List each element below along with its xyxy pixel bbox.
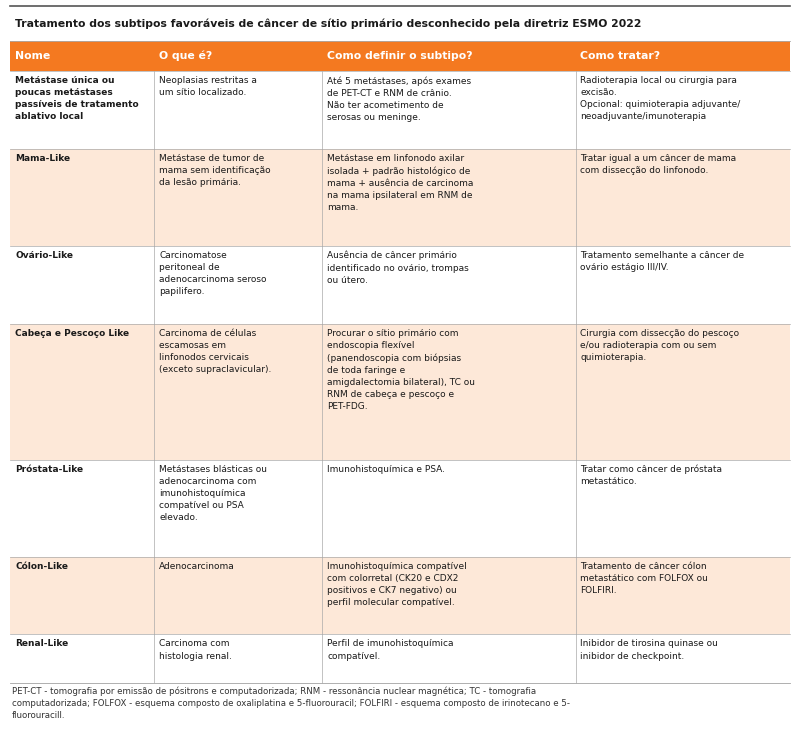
Text: Radioterapia local ou cirurgia para
excisão.
Opcional: quimioterapia adjuvante/
: Radioterapia local ou cirurgia para exci… — [581, 76, 741, 121]
Text: Como tratar?: Como tratar? — [581, 51, 661, 61]
Text: Ausência de câncer primário
identificado no ovário, trompas
ou útero.: Ausência de câncer primário identificado… — [327, 251, 469, 285]
Bar — [10, 683, 790, 735]
Bar — [10, 149, 790, 246]
Text: Cirurgia com dissecção do pescoço
e/ou radioterapia com ou sem
quimioterapia.: Cirurgia com dissecção do pescoço e/ou r… — [581, 328, 740, 362]
Text: Cabeça e Pescoço Like: Cabeça e Pescoço Like — [15, 328, 129, 337]
Text: Tratamento dos subtipos favoráveis de câncer de sítio primário desconhecido pela: Tratamento dos subtipos favoráveis de câ… — [15, 19, 642, 29]
Text: Carcinoma de células
escamosas em
linfonodos cervicais
(exceto supraclavicular).: Carcinoma de células escamosas em linfon… — [159, 328, 272, 374]
Bar — [10, 71, 790, 149]
Text: Tratamento semelhante a câncer de
ovário estágio III/IV.: Tratamento semelhante a câncer de ovário… — [581, 251, 745, 272]
Bar — [10, 635, 790, 683]
Text: Cólon-Like: Cólon-Like — [15, 562, 68, 571]
Text: Procurar o sítio primário com
endoscopia flexível
(panendoscopia com biópsias
de: Procurar o sítio primário com endoscopia… — [327, 328, 475, 411]
Text: O que é?: O que é? — [159, 51, 213, 61]
Text: PET-CT - tomografia por emissão de pósitrons e computadorizada; RNM - ressonânci: PET-CT - tomografia por emissão de pósit… — [12, 687, 570, 720]
Bar — [10, 460, 790, 557]
Text: Perfil de imunohistoquímica
compatível.: Perfil de imunohistoquímica compatível. — [327, 640, 454, 661]
Text: Metástases blásticas ou
adenocarcinoma com
imunohistoquímica
compatível ou PSA
e: Metástases blásticas ou adenocarcinoma c… — [159, 464, 267, 522]
Bar — [10, 6, 790, 41]
Bar — [10, 557, 790, 635]
Text: Carcinoma com
histologia renal.: Carcinoma com histologia renal. — [159, 640, 232, 661]
Text: Carcinomatose
peritoneal de
adenocarcinoma seroso
papilifero.: Carcinomatose peritoneal de adenocarcino… — [159, 251, 267, 296]
Text: Nome: Nome — [15, 51, 50, 61]
Text: Metástase em linfonodo axilar
isolada + padrão histológico de
mama + ausência de: Metástase em linfonodo axilar isolada + … — [327, 154, 474, 212]
Text: Renal-Like: Renal-Like — [15, 640, 68, 649]
Text: Mama-Like: Mama-Like — [15, 154, 70, 163]
Text: Como definir o subtipo?: Como definir o subtipo? — [327, 51, 473, 61]
Text: Ovário-Like: Ovário-Like — [15, 251, 73, 260]
Text: Imunohistoquímica e PSA.: Imunohistoquímica e PSA. — [327, 464, 445, 473]
Text: Inibidor de tirosina quinase ou
inibidor de checkpoint.: Inibidor de tirosina quinase ou inibidor… — [581, 640, 718, 661]
Text: Tratar como câncer de próstata
metastático.: Tratar como câncer de próstata metastáti… — [581, 464, 722, 486]
Bar — [10, 246, 790, 323]
Bar — [10, 41, 790, 71]
Text: Adenocarcinoma: Adenocarcinoma — [159, 562, 235, 571]
Text: Metástase única ou
poucas metástases
passíveis de tratamento
ablativo local: Metástase única ou poucas metástases pas… — [15, 76, 138, 121]
Text: Metástase de tumor de
mama sem identificação
da lesão primária.: Metástase de tumor de mama sem identific… — [159, 154, 271, 187]
Text: Neoplasias restritas a
um sítio localizado.: Neoplasias restritas a um sítio localiza… — [159, 76, 257, 97]
Text: Próstata-Like: Próstata-Like — [15, 464, 83, 473]
Text: Até 5 metástases, após exames
de PET-CT e RNM de crânio.
Não ter acometimento de: Até 5 metástases, após exames de PET-CT … — [327, 76, 471, 122]
Bar — [10, 323, 790, 460]
Text: Tratar igual a um câncer de mama
com dissecção do linfonodo.: Tratar igual a um câncer de mama com dis… — [581, 154, 737, 175]
Text: Tratamento de câncer cólon
metastático com FOLFOX ou
FOLFIRI.: Tratamento de câncer cólon metastático c… — [581, 562, 708, 595]
Text: Imunohistoquímica compatível
com colorretal (CK20 e CDX2
positivos e CK7 negativ: Imunohistoquímica compatível com colorre… — [327, 562, 466, 607]
